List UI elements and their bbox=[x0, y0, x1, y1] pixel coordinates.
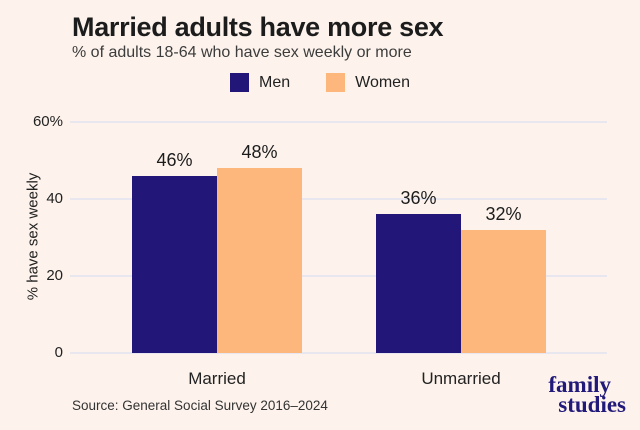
y-tick-label-60: 60% bbox=[32, 113, 63, 130]
chart-subtitle: % of adults 18-64 who have sex weekly or… bbox=[72, 44, 412, 61]
legend: Men Women bbox=[0, 73, 640, 92]
chart-title: Married adults have more sex bbox=[72, 12, 444, 42]
source-note: Source: General Social Survey 2016–2024 bbox=[72, 398, 328, 413]
family-studies-logo: family studies bbox=[548, 372, 626, 417]
logo-line-family: family bbox=[548, 372, 611, 397]
y-tick-label-0: 0 bbox=[54, 344, 63, 361]
logo-line-studies: studies bbox=[558, 392, 626, 417]
bar-unmarried-women bbox=[461, 229, 546, 353]
legend-item-men: Men bbox=[230, 73, 290, 92]
bar-married-women bbox=[217, 168, 302, 353]
gridline-20 bbox=[70, 275, 607, 277]
value-label-married-men: 46% bbox=[156, 149, 193, 170]
y-tick-label-40: 40 bbox=[46, 190, 63, 207]
x-category-label-married: Married bbox=[188, 369, 246, 388]
value-label-married-women: 48% bbox=[241, 142, 278, 163]
gridline-60 bbox=[70, 121, 607, 123]
x-category-label-unmarried: Unmarried bbox=[421, 369, 501, 388]
bar-unmarried-men bbox=[376, 214, 461, 353]
value-label-unmarried-men: 36% bbox=[400, 188, 437, 209]
legend-swatch-women bbox=[326, 73, 346, 92]
legend-label-men: Men bbox=[259, 73, 291, 91]
value-label-unmarried-women: 32% bbox=[485, 203, 522, 224]
gridline-40 bbox=[70, 198, 607, 200]
legend-item-women: Women bbox=[326, 73, 410, 92]
legend-swatch-men bbox=[230, 73, 250, 92]
y-tick-label-20: 20 bbox=[46, 267, 63, 284]
legend-label-women: Women bbox=[355, 73, 410, 91]
y-axis-title: % have sex weekly bbox=[24, 172, 42, 301]
bar-married-men bbox=[132, 175, 217, 353]
gridline-0 bbox=[70, 352, 607, 354]
